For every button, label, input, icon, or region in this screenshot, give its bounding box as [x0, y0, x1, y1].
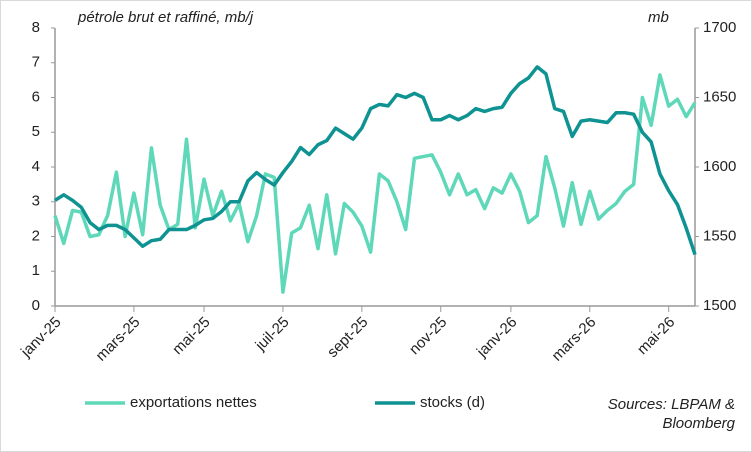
y-tick-label: 7 [32, 54, 40, 71]
y2-tick-label: 1500 [703, 297, 736, 314]
chart-title: pétrole brut et raffiné, mb/j [77, 9, 254, 26]
y-tick-label: 8 [32, 19, 40, 36]
y-tick-label: 4 [32, 158, 40, 175]
y2-tick-label: 1550 [703, 227, 736, 244]
y2-axis-label: mb [648, 9, 669, 26]
y-tick-label: 6 [32, 88, 40, 105]
y2-tick-label: 1650 [703, 88, 736, 105]
y-tick-label: 3 [32, 193, 40, 210]
source: Bloomberg [662, 415, 735, 432]
source: Sources: LBPAM & [608, 396, 735, 413]
legend-label: stocks (d) [420, 394, 485, 411]
series-line [54, 65, 697, 256]
y-tick-label: 0 [32, 297, 40, 314]
y-tick-label: 5 [32, 123, 40, 140]
y2-tick-label: 1700 [703, 19, 736, 36]
y2-tick-label: 1600 [703, 158, 736, 175]
series-line [53, 73, 697, 294]
legend-label: exportations nettes [130, 394, 257, 411]
y-tick-label: 1 [32, 262, 40, 279]
y-tick-label: 2 [32, 227, 40, 244]
